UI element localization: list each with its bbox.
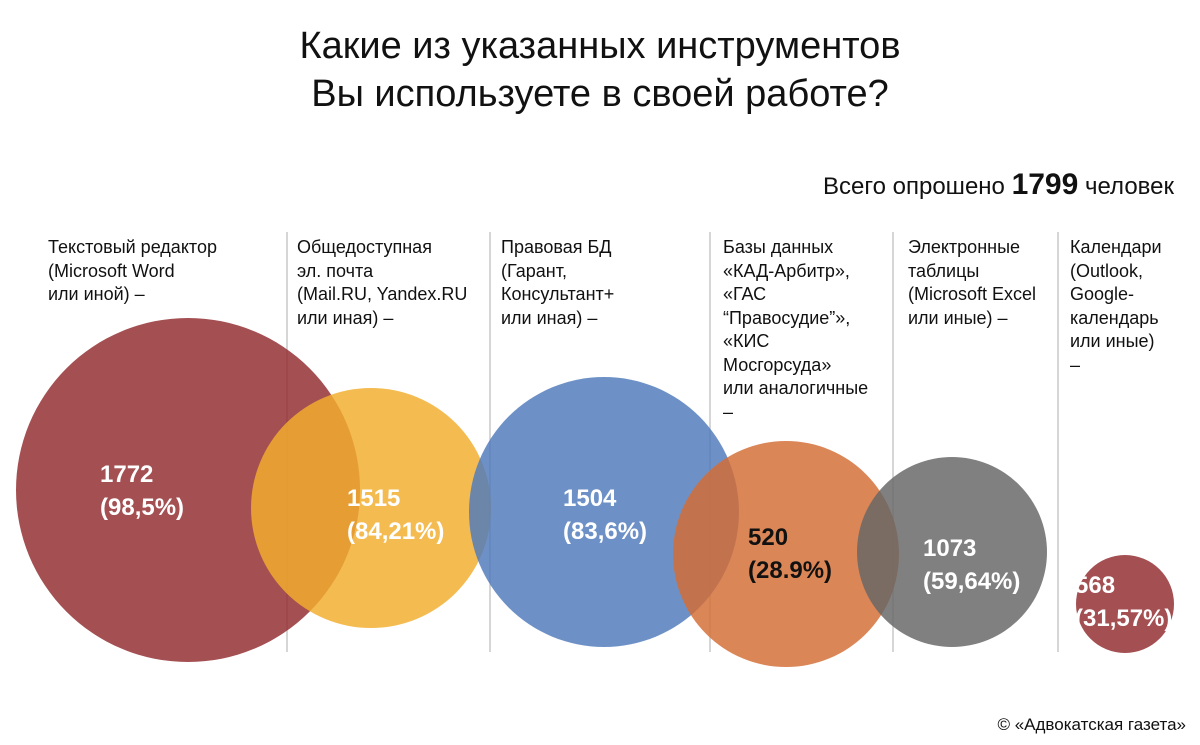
bubble-calendars — [1076, 555, 1174, 653]
category-label-word: Текстовый редактор (Microsoft Word или и… — [48, 237, 217, 304]
category-label-legal-db: Правовая БД (Гарант, Консультант+ или ин… — [501, 237, 615, 328]
category-label-court-db: Базы данных «КАД-Арбитр», «ГАС “Правосуд… — [723, 237, 869, 422]
total-value: 1799 — [1011, 168, 1079, 201]
bubble-court-db — [673, 441, 899, 667]
bubble-count-mail: 1515 — [347, 485, 400, 512]
bubble-spreadsheets — [857, 457, 1047, 647]
bubble-percent-court-db: (28.9%) — [748, 557, 832, 584]
bubble-legal-db — [469, 377, 739, 647]
bubble-percent-spreadsheets: (59,64%) — [923, 568, 1020, 595]
chart-title: Какие из указанных инструментов Вы испол… — [0, 22, 1200, 118]
copyright: © «Адвокатская газета» — [997, 715, 1186, 734]
total-prefix: Всего опрошено — [823, 173, 1005, 200]
bubble-count-court-db: 520 — [748, 524, 788, 551]
category-label-calendars: Календари (Outlook, Google- календарь ил… — [1070, 237, 1162, 375]
bubble-percent-calendars: (31,57%) — [1075, 605, 1172, 632]
bubble-percent-word: (98,5%) — [100, 494, 184, 521]
category-label-spreadsheets: Электронные таблицы (Microsoft Excel или… — [908, 237, 1037, 328]
category-label-mail: Общедоступная эл. почта (Mail.RU, Yandex… — [297, 237, 468, 328]
bubble-percent-mail: (84,21%) — [347, 518, 444, 545]
chart-title-line-2: Вы используете в своей работе? — [311, 73, 889, 115]
bubble-count-legal-db: 1504 — [563, 485, 617, 512]
bubble-count-word: 1772 — [100, 461, 153, 488]
total-suffix: человек — [1084, 173, 1174, 200]
chart-title-line-1: Какие из указанных инструментов — [299, 25, 901, 67]
bubble-count-calendars: 568 — [1075, 572, 1115, 599]
bubble-percent-legal-db: (83,6%) — [563, 518, 647, 545]
bubble-mail — [251, 388, 491, 628]
bubble-count-spreadsheets: 1073 — [923, 535, 976, 562]
total-respondents: Всего опрошено 1799 человек — [823, 168, 1174, 202]
